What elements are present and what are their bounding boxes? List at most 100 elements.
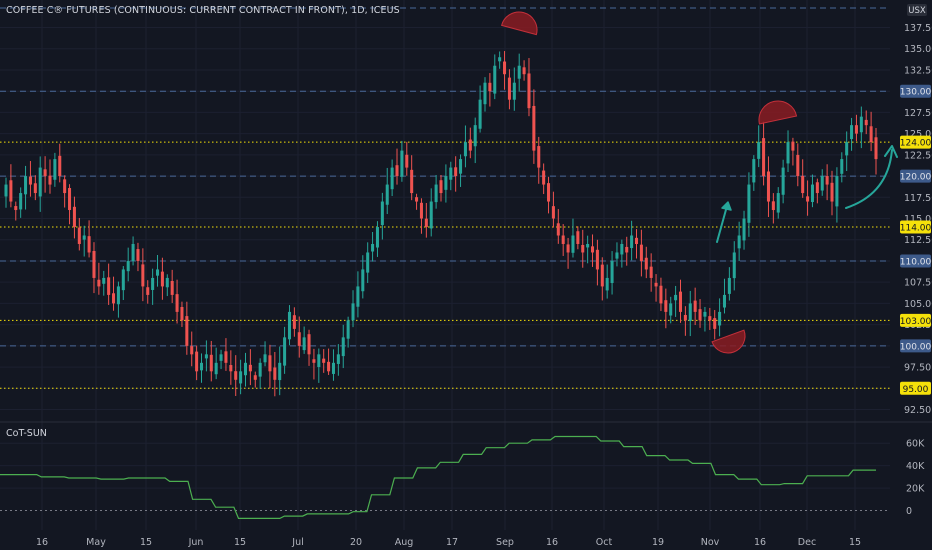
candle-body xyxy=(625,246,629,253)
candle-body xyxy=(659,285,663,304)
candle-body xyxy=(131,243,135,262)
candle-body xyxy=(678,291,683,312)
y-tick-label: 137.50 xyxy=(904,23,932,34)
candle-body xyxy=(507,77,511,100)
candle-body xyxy=(483,82,487,105)
candle-body xyxy=(703,311,707,317)
candle-body xyxy=(556,223,560,236)
y-tick-label: 127.50 xyxy=(904,108,932,119)
candle-body xyxy=(688,303,692,321)
candle-body xyxy=(762,138,766,177)
candle-body xyxy=(752,159,756,183)
x-tick-label: Sep xyxy=(496,537,514,548)
candle-body xyxy=(43,169,47,177)
y-tick-label: 115.00 xyxy=(904,214,932,225)
candle-body xyxy=(24,176,28,195)
candle-body xyxy=(415,197,419,202)
candle-body xyxy=(649,266,653,278)
candle-body xyxy=(845,142,849,156)
candle-body xyxy=(410,169,414,194)
candle-body xyxy=(356,286,360,307)
candle-body xyxy=(517,65,521,79)
candle-body xyxy=(586,243,590,248)
candle-body xyxy=(322,358,326,363)
candle-body xyxy=(503,61,507,75)
level-badge xyxy=(900,220,931,234)
candle-body xyxy=(542,170,546,185)
candle-body xyxy=(9,180,13,202)
y-tick-label: 135.00 xyxy=(904,44,932,55)
candle-body xyxy=(498,57,502,62)
candle-body xyxy=(830,182,834,202)
candle-body xyxy=(297,332,301,346)
candle-body xyxy=(317,354,321,368)
cot-y-tick-label: 0 xyxy=(906,506,912,517)
candle-body xyxy=(126,260,130,272)
candle-body xyxy=(283,337,287,366)
candle-body xyxy=(287,311,291,340)
candle-body xyxy=(331,362,335,374)
candle-body xyxy=(512,82,516,100)
candle-body xyxy=(664,300,668,312)
x-tick-label: Nov xyxy=(701,537,720,548)
candle-body xyxy=(170,280,174,295)
level-badge xyxy=(900,135,931,149)
candle-body xyxy=(239,371,243,384)
candle-body xyxy=(747,184,751,223)
candle-body xyxy=(390,167,394,190)
level-badge-label: 95.00 xyxy=(903,385,929,395)
candle-body xyxy=(248,364,252,372)
candle-body xyxy=(757,142,761,159)
candle-body xyxy=(107,277,111,295)
candlestick-series xyxy=(4,51,878,397)
y-tick-label: 92.50 xyxy=(904,405,931,416)
x-tick-label: 15 xyxy=(234,537,246,548)
horizontal-levels xyxy=(0,7,890,389)
candle-body xyxy=(693,300,697,312)
candle-body xyxy=(405,154,409,168)
candle-body xyxy=(199,362,204,371)
candle-body xyxy=(351,303,355,321)
level-badge xyxy=(900,381,931,395)
candle-body xyxy=(180,306,184,321)
candle-body xyxy=(781,167,785,195)
candle-body xyxy=(776,193,780,213)
candle-body xyxy=(732,252,736,279)
candle-body xyxy=(292,315,296,329)
candle-body xyxy=(219,354,223,361)
candle-body xyxy=(82,235,86,240)
candle-body xyxy=(820,176,824,191)
level-badge-label: 120.00 xyxy=(900,173,932,183)
candle-body xyxy=(869,126,873,143)
x-tick-label: 19 xyxy=(652,537,664,548)
cot-y-tick-label: 60K xyxy=(906,439,925,450)
candle-body xyxy=(615,252,619,259)
candle-body xyxy=(312,359,316,363)
cot-y-tick-label: 20K xyxy=(906,484,925,495)
candle-body xyxy=(654,282,658,287)
candle-body xyxy=(825,176,829,185)
candle-body xyxy=(72,206,76,228)
candle-body xyxy=(713,318,717,329)
candle-body xyxy=(527,73,531,109)
candle-body xyxy=(346,320,350,339)
candle-body xyxy=(801,175,805,194)
candle-body xyxy=(361,269,365,292)
candle-body xyxy=(669,303,673,316)
candle-body xyxy=(859,116,863,133)
candle-body xyxy=(771,201,775,211)
up-arrow-head xyxy=(721,201,732,211)
candle-body xyxy=(229,365,233,372)
candle-body xyxy=(302,337,306,351)
candle-body xyxy=(4,184,8,197)
cot-sun-line xyxy=(0,435,876,519)
candle-body xyxy=(28,176,32,185)
currency-badge[interactable] xyxy=(907,4,927,16)
level-badge xyxy=(900,339,931,353)
candle-body xyxy=(195,351,199,372)
candle-body xyxy=(566,244,570,253)
candle-body xyxy=(591,246,595,253)
x-tick-label: Oct xyxy=(596,537,613,548)
x-tick-label: Jun xyxy=(188,537,204,548)
